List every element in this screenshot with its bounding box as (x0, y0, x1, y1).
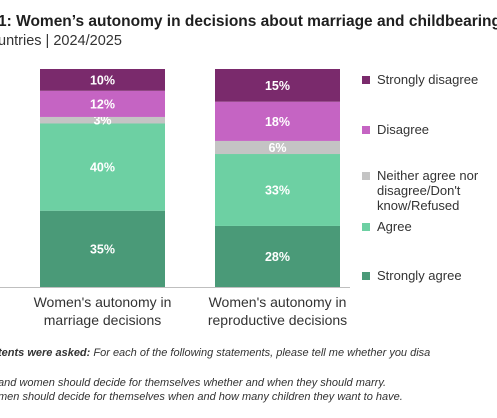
legend-label-line: disagree/Don't (377, 183, 461, 198)
footnote-question: tents were asked: For each of the follow… (0, 347, 430, 359)
legend-swatch (362, 126, 370, 134)
legend-label-line: Agree (377, 219, 412, 234)
bar-segment-disagree-2 (215, 101, 340, 141)
legend-label: Strongly agree (377, 268, 497, 283)
legend-swatch (362, 272, 370, 280)
legend-swatch (362, 223, 370, 231)
bar-segment-strongly-disagree-1 (40, 69, 165, 91)
footnote-statement-2: men should decide for themselves when an… (0, 391, 403, 403)
legend-label-line: Disagree (377, 122, 430, 137)
legend-label: Disagree (377, 122, 497, 137)
legend-label-line: know/Refused (377, 198, 460, 213)
data-label: 35% (90, 242, 115, 256)
data-label: 18% (265, 115, 290, 129)
data-label: 40% (90, 161, 115, 175)
legend-swatch (362, 172, 370, 180)
chart-subtitle: untries | 2024/2025 (0, 33, 122, 49)
bar-segment-strongly-agree-2 (215, 225, 340, 287)
bar-segment-disagree-1 (40, 90, 165, 117)
bar-segment-strongly-disagree-2 (215, 69, 340, 102)
category-label: Women's autonomy in (34, 294, 172, 310)
legend-label-line: Neither agree nor (377, 168, 479, 183)
category-label: marriage decisions (44, 312, 162, 328)
bar-segment-agree-1 (40, 123, 165, 211)
data-label: 6% (268, 141, 286, 155)
legend-label: Strongly disagree (377, 72, 497, 87)
legend-label-line: Strongly disagree (377, 72, 479, 87)
data-label: 15% (265, 79, 290, 93)
legend-label: Neither agree nor disagree/Don't know/Refu… (377, 168, 497, 213)
data-label: 10% (90, 73, 115, 87)
category-label: reproductive decisions (208, 312, 347, 328)
data-label: 3% (93, 114, 111, 128)
data-label: 12% (90, 97, 115, 111)
bar-segment-neither-agree-nor-disagree-don-t-know-refused-1 (40, 116, 165, 124)
footnote-question-text: For each of the following statements, pl… (90, 347, 431, 359)
category-label: Women's autonomy in (209, 294, 347, 310)
chart-title: 1: Women’s autonomy in decisions about m… (0, 13, 497, 30)
legend-label: Agree (377, 219, 497, 234)
data-label: 28% (265, 250, 290, 264)
bar-segment-neither-agree-nor-disagree-don-t-know-refused-2 (215, 140, 340, 155)
data-label: 33% (265, 183, 290, 197)
bar-segment-agree-2 (215, 154, 340, 226)
footnote-question-lead: tents were asked: (0, 347, 91, 359)
footnote-statement-1: and women should decide for themselves w… (0, 377, 387, 389)
bar-segment-strongly-agree-1 (40, 210, 165, 287)
legend-swatch (362, 76, 370, 84)
legend-label-line: Strongly agree (377, 268, 462, 283)
